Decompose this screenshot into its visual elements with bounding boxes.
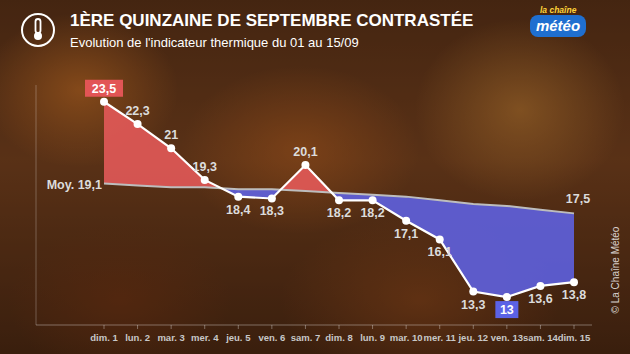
- plot-area: [100, 98, 578, 301]
- x-tick: [540, 325, 541, 329]
- x-tick-label: dim. 8: [325, 332, 352, 343]
- temperature-point: [369, 196, 377, 204]
- x-tick: [574, 325, 575, 329]
- x-tick: [372, 325, 373, 329]
- temperature-point: [134, 120, 142, 128]
- data-label: 22,3: [125, 104, 149, 118]
- x-tick-label: lun. 2: [125, 332, 150, 343]
- data-labels: 23,5 22,3 21 19,3 18,4 18,3 20,1 18,2 18,2 17,1 16…: [47, 80, 591, 318]
- x-tick: [271, 325, 272, 329]
- icon-bulb: [34, 32, 42, 40]
- logo-box: [530, 15, 586, 37]
- subtitle: Evolution de l'indicateur thermique du 0…: [70, 35, 359, 50]
- data-label: 21: [164, 128, 178, 142]
- temperature-point: [503, 293, 511, 301]
- temperature-point: [402, 217, 410, 225]
- x-tick-label: lun. 9: [360, 332, 385, 343]
- data-label: 23,5: [92, 82, 116, 96]
- x-tick-label: ven. 13: [491, 332, 523, 343]
- x-tick-label: dim. 1: [90, 332, 118, 343]
- temperature-point: [167, 144, 175, 152]
- overlay: [0, 0, 630, 354]
- x-tick: [439, 325, 440, 329]
- thermometer-icon: [22, 14, 54, 46]
- temperature-point: [201, 176, 209, 184]
- x-tick: [406, 325, 407, 329]
- x-tick-label: jeu. 12: [457, 332, 488, 343]
- data-label: 13,3: [461, 298, 485, 312]
- x-tick-label: dim. 15: [558, 332, 591, 343]
- average-label: 17,5: [566, 192, 590, 206]
- x-tick-label: mer. 4: [191, 332, 219, 343]
- x-tick: [506, 325, 507, 329]
- x-tick-label: mar. 10: [390, 332, 423, 343]
- temperature-point: [268, 194, 276, 202]
- area-above-average: [104, 102, 574, 297]
- x-tick: [473, 325, 474, 329]
- temperature-point: [570, 278, 578, 286]
- temperature-point: [436, 235, 444, 243]
- area-below-average: [104, 102, 574, 297]
- x-tick-label: jeu. 5: [225, 332, 251, 343]
- x-tick: [305, 325, 306, 329]
- data-label: 13: [500, 303, 514, 317]
- credit: © La Chaîne Météo: [610, 226, 621, 313]
- data-label: 18,2: [360, 206, 384, 220]
- x-tick: [339, 325, 340, 329]
- x-tick: [104, 325, 105, 329]
- data-label: 18,2: [327, 206, 351, 220]
- area-above-group: [104, 102, 574, 297]
- max-label-box: [85, 80, 123, 97]
- x-tick: [137, 325, 138, 329]
- title: 1ÈRE QUINZAINE DE SEPTEMBRE CONTRASTÉE: [70, 11, 473, 30]
- x-tick-label: mar. 3: [157, 332, 184, 343]
- x-tick-label: ven. 6: [258, 332, 285, 343]
- temperature-point: [100, 98, 108, 106]
- x-axis-line: [36, 325, 592, 326]
- x-tick: [238, 325, 239, 329]
- temperature-point: [335, 196, 343, 204]
- temperature-point: [536, 282, 544, 290]
- x-tick-label: sam. 7: [291, 332, 321, 343]
- y-axis-line: [36, 85, 37, 325]
- data-label: 17,1: [394, 227, 418, 241]
- x-tick-label: sam. 14: [523, 332, 559, 343]
- area-below-group: [104, 102, 574, 297]
- data-label: 19,3: [193, 160, 217, 174]
- data-label: 18,4: [226, 203, 250, 217]
- temperature-point: [301, 161, 309, 169]
- x-tick: [171, 325, 172, 329]
- temperature-line: [104, 102, 574, 297]
- average-value: 19,1: [78, 178, 102, 192]
- data-label: 16,1: [428, 245, 452, 259]
- logo: la chaîne météo: [530, 5, 586, 37]
- logo-top: la chaîne: [540, 5, 577, 15]
- average-name: Moy.: [47, 178, 75, 192]
- chart: 1ÈRE QUINZAINE DE SEPTEMBRE CONTRASTÉE Ev…: [0, 0, 630, 354]
- x-tick-label: mer. 11: [424, 332, 457, 343]
- logo-bottom: météo: [536, 17, 580, 34]
- min-label-box: [495, 301, 518, 318]
- temperature-point: [469, 288, 477, 296]
- temperature-point: [234, 193, 242, 201]
- data-label: 13,8: [562, 288, 586, 302]
- x-tick: [204, 325, 205, 329]
- data-label: 20,1: [293, 145, 317, 159]
- icon-tube: [36, 19, 41, 33]
- data-label: 13,6: [528, 292, 552, 306]
- icon-circle: [22, 14, 54, 46]
- average-label: Moy. 19,1: [47, 178, 102, 192]
- data-label: 18,3: [260, 204, 284, 218]
